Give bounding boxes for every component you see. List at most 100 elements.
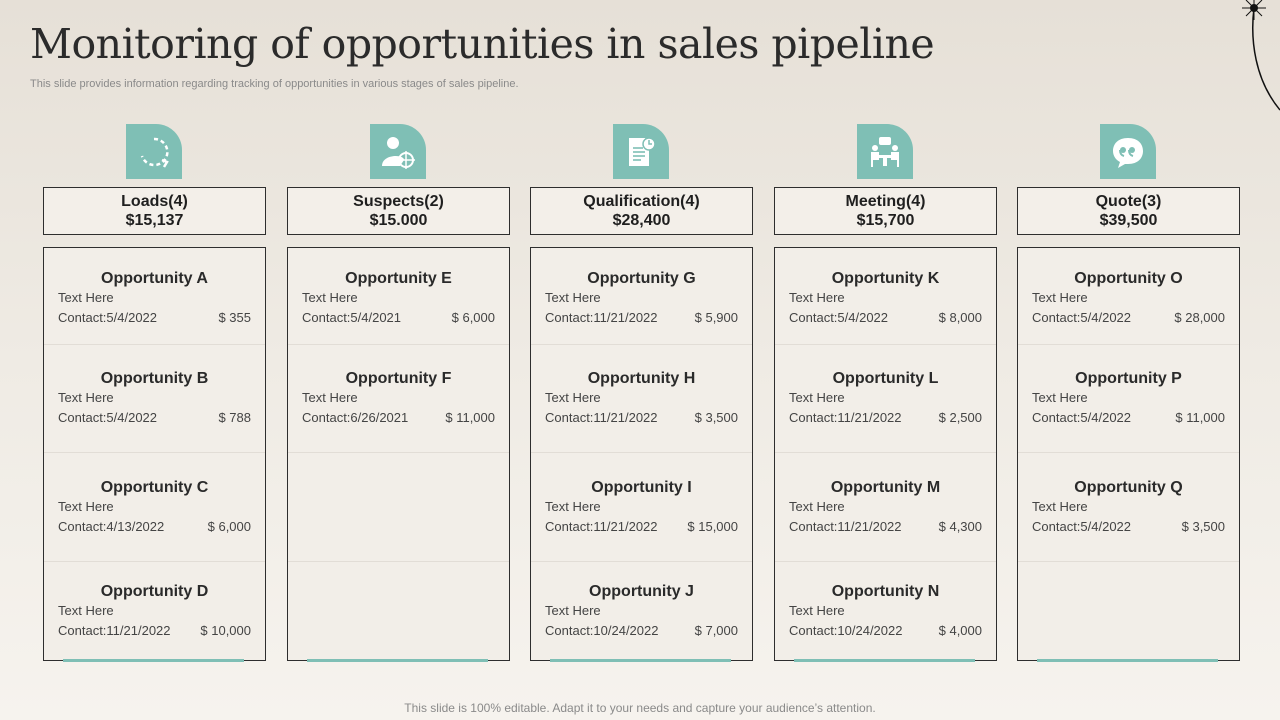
opportunity-text: Text Here [789,390,845,405]
opportunity-contact: Contact:5/4/2022 [1032,519,1132,534]
row-divider [531,344,752,345]
slide-footer: This slide is 100% editable. Adapt it to… [404,701,876,715]
opportunity-text: Text Here [789,603,845,618]
opportunity-amount: $ 15,000 [687,519,738,534]
row-divider [44,452,265,453]
opportunity-amount: $ 11,000 [445,410,495,425]
opportunity-amount: $ 788 [218,410,251,425]
opportunity-card[interactable]: Opportunity C Text Here Contact:4/13/202… [44,478,265,536]
opportunity-card[interactable]: Opportunity I Text Here Contact:11/21/20… [531,478,752,536]
opportunity-card[interactable]: Opportunity B Text Here Contact:5/4/2022… [44,369,265,427]
opportunity-name: Opportunity F [345,370,452,387]
opportunity-contact: Contact:5/4/2022 [58,310,158,325]
opportunity-card[interactable]: Opportunity M Text Here Contact:11/21/20… [775,478,996,536]
slide-subtitle: This slide provides information regardin… [30,78,519,90]
stage-header: Loads(4) $15,137 [43,187,266,235]
column-accent-bar [307,659,488,662]
opportunity-amount: $ 2,500 [938,410,982,425]
opportunity-contact: Contact:10/24/2022 [545,623,659,638]
row-divider [288,452,509,453]
stage-total: $15.000 [369,212,428,229]
column-accent-bar [794,659,975,662]
opportunity-amount: $ 8,000 [938,310,982,325]
row-divider [531,452,752,453]
opportunity-name: Opportunity H [587,370,696,387]
opportunity-contact: Contact:5/4/2022 [1032,410,1132,425]
stage-header: Suspects(2) $15.000 [287,187,510,235]
opportunity-list: Opportunity K Text Here Contact:5/4/2022… [774,247,997,661]
opportunity-card[interactable]: Opportunity F Text Here Contact:6/26/202… [288,369,509,427]
column-accent-bar [550,659,731,662]
opportunity-card[interactable]: Opportunity J Text Here Contact:10/24/20… [531,582,752,640]
opportunity-name: Opportunity K [831,270,940,287]
opportunity-card[interactable]: Opportunity A Text Here Contact:5/4/2022… [44,269,265,327]
stage-name: Meeting(4) [845,193,926,210]
row-divider [1018,344,1239,345]
opportunity-text: Text Here [302,390,358,405]
opportunity-contact: Contact:11/21/2022 [545,519,658,534]
opportunity-card[interactable]: Opportunity N Text Here Contact:10/24/20… [775,582,996,640]
opportunity-card[interactable]: Opportunity D Text Here Contact:11/21/20… [44,582,265,640]
opportunity-text: Text Here [545,290,601,305]
stage-name: Loads(4) [121,193,188,210]
opportunity-contact: Contact:4/13/2022 [58,519,165,534]
opportunity-text: Text Here [302,290,358,305]
opportunity-text: Text Here [1032,290,1088,305]
row-divider [775,452,996,453]
stage-icon-tab [370,124,426,179]
opportunity-contact: Contact:5/4/2022 [789,310,889,325]
opportunity-card[interactable]: Opportunity P Text Here Contact:5/4/2022… [1018,369,1239,427]
opportunity-name: Opportunity B [100,370,209,387]
stage-total: $39,500 [1099,212,1158,229]
opportunity-amount: $ 6,000 [451,310,495,325]
opportunity-contact: Contact:11/21/2022 [789,410,902,425]
user-target-icon [382,136,415,169]
stage-header: Quote(3) $39,500 [1017,187,1240,235]
opportunity-contact: Contact:5/4/2022 [58,410,158,425]
opportunity-amount: $ 3,500 [694,410,738,425]
opportunity-amount: $ 28,000 [1174,310,1225,325]
opportunity-amount: $ 11,000 [1175,410,1225,425]
opportunity-text: Text Here [789,290,845,305]
opportunity-name: Opportunity M [830,479,941,496]
column-accent-bar [63,659,244,662]
opportunity-text: Text Here [789,499,845,514]
stage-icon-tab [613,124,669,179]
opportunity-text: Text Here [1032,390,1088,405]
opportunity-text: Text Here [58,390,114,405]
quote-bubble-icon [1113,137,1143,168]
opportunity-card[interactable]: Opportunity L Text Here Contact:11/21/20… [775,369,996,427]
stage-name: Qualification(4) [583,193,700,210]
slide-title: Monitoring of opportunities in sales pip… [30,20,935,68]
opportunity-card[interactable]: Opportunity H Text Here Contact:11/21/20… [531,369,752,427]
opportunity-contact: Contact:11/21/2022 [789,519,902,534]
opportunity-amount: $ 4,000 [938,623,982,638]
opportunity-name: Opportunity P [1075,370,1182,387]
opportunity-name: Opportunity O [1074,270,1183,287]
stage-total: $28,400 [612,212,671,229]
opportunity-text: Text Here [58,499,114,514]
opportunity-card[interactable]: Opportunity Q Text Here Contact:5/4/2022… [1018,478,1239,536]
opportunity-text: Text Here [58,603,114,618]
opportunity-list: Opportunity O Text Here Contact:5/4/2022… [1017,247,1240,661]
opportunity-name: Opportunity N [831,583,940,600]
opportunity-amount: $ 5,900 [694,310,738,325]
row-divider [775,344,996,345]
opportunity-card[interactable]: Opportunity K Text Here Contact:5/4/2022… [775,269,996,327]
stage-column-meeting: Meeting(4) $15,700 Opportunity K Text He… [774,124,997,664]
opportunity-name: Opportunity Q [1074,479,1183,496]
stage-column-qualification: Qualification(4) $28,400 Opportunity G T… [530,124,753,664]
opportunity-list: Opportunity A Text Here Contact:5/4/2022… [43,247,266,661]
stage-name: Quote(3) [1095,193,1162,210]
opportunity-contact: Contact:5/4/2022 [1032,310,1132,325]
opportunity-card[interactable]: Opportunity G Text Here Contact:11/21/20… [531,269,752,327]
row-divider [1018,452,1239,453]
opportunity-contact: Contact:11/21/2022 [545,310,658,325]
opportunity-amount: $ 4,300 [938,519,982,534]
row-divider [288,344,509,345]
opportunity-list: Opportunity G Text Here Contact:11/21/20… [530,247,753,661]
opportunity-name: Opportunity D [100,583,209,600]
opportunity-name: Opportunity I [591,479,692,496]
opportunity-card[interactable]: Opportunity E Text Here Contact:5/4/2021… [288,269,509,327]
opportunity-card[interactable]: Opportunity O Text Here Contact:5/4/2022… [1018,269,1239,327]
